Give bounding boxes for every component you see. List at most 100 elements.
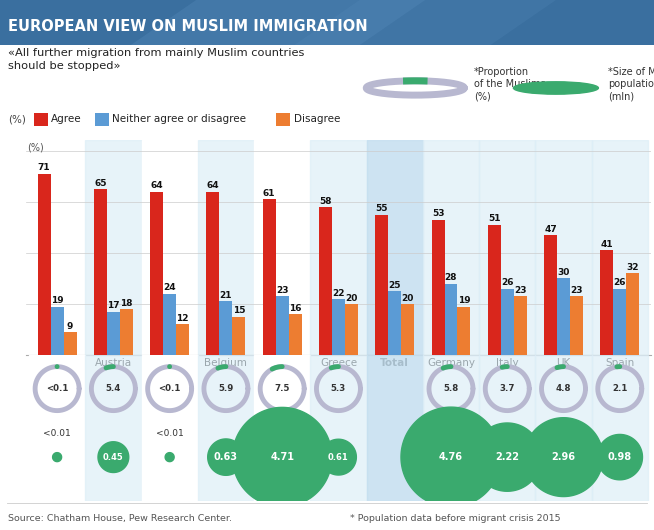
Text: 47: 47 [544,225,557,234]
Text: *Proportion
of the Muslims
(%): *Proportion of the Muslims (%) [474,67,546,102]
Text: 17: 17 [107,302,120,311]
Text: 25: 25 [388,281,401,290]
Text: 12: 12 [177,314,189,323]
Bar [107,312,120,355]
Text: (%): (%) [8,114,26,125]
Bar [163,294,176,355]
Text: 2.96: 2.96 [551,452,576,462]
Text: 5.9: 5.9 [218,384,233,393]
Bar [345,304,358,355]
Bar [627,273,639,355]
Text: 51: 51 [488,215,500,224]
Text: 0.98: 0.98 [608,452,632,462]
Text: 53: 53 [432,209,444,218]
Text: 28: 28 [445,273,457,282]
Bar [29,140,85,355]
Bar [141,140,198,355]
Bar [85,355,141,501]
Text: 26: 26 [613,278,626,287]
Bar [488,225,501,355]
Text: 3.7: 3.7 [500,384,515,393]
Bar [276,296,288,355]
Text: 19: 19 [51,296,63,305]
Text: 71: 71 [38,163,50,172]
Text: 5.3: 5.3 [331,384,346,393]
Text: 5.8: 5.8 [443,384,458,393]
Bar [95,113,109,126]
Bar [319,207,332,355]
Bar [332,299,345,355]
Text: 9: 9 [67,322,73,331]
Bar [544,235,557,355]
Bar [401,304,414,355]
Polygon shape [401,407,501,507]
Bar [263,199,276,355]
Text: <0.1: <0.1 [158,384,181,393]
Text: 4.76: 4.76 [439,452,463,462]
Text: 23: 23 [570,286,583,295]
Bar [536,355,592,501]
Text: 15: 15 [233,306,245,315]
Bar [367,140,423,355]
Polygon shape [165,453,174,462]
Bar [29,355,85,501]
Text: 64: 64 [207,181,219,190]
Text: 24: 24 [164,284,176,293]
Bar [557,278,570,355]
Text: <0.01: <0.01 [43,429,71,438]
Bar [613,289,627,355]
Polygon shape [294,0,556,45]
Text: 7.5: 7.5 [275,384,290,393]
Text: 64: 64 [150,181,163,190]
Text: EUROPEAN VIEW ON MUSLIM IMMIGRATION: EUROPEAN VIEW ON MUSLIM IMMIGRATION [8,19,368,33]
Text: 16: 16 [289,304,301,313]
Bar [220,302,232,355]
Bar [310,140,367,355]
Text: 18: 18 [120,299,133,308]
Bar [600,250,613,355]
Bar [34,113,48,126]
Bar [457,306,470,355]
Text: 2.1: 2.1 [612,384,627,393]
Text: «All further migration from mainly Muslim countries
should be stopped»: «All further migration from mainly Musli… [8,48,304,71]
Text: 55: 55 [375,204,388,213]
Polygon shape [232,408,332,507]
Text: Agree: Agree [51,114,82,125]
Bar [432,219,445,355]
Text: 58: 58 [319,197,332,206]
Text: 4.71: 4.71 [270,452,294,462]
Bar [423,355,479,501]
Bar [198,355,254,501]
Text: 41: 41 [600,240,613,249]
Bar [94,189,107,355]
Bar [232,317,245,355]
Text: 26: 26 [501,278,513,287]
Bar [288,314,301,355]
Text: 0.61: 0.61 [328,453,349,462]
Polygon shape [524,418,603,497]
Polygon shape [131,0,425,45]
Bar [592,140,648,355]
Text: 20: 20 [402,294,414,303]
Bar [254,140,310,355]
Text: <0.01: <0.01 [156,429,184,438]
Text: 5.4: 5.4 [106,384,121,393]
Text: 32: 32 [627,263,639,272]
Bar [150,191,163,355]
Text: 22: 22 [332,289,345,298]
Bar [367,355,423,501]
Text: <0.1: <0.1 [46,384,68,393]
Text: Source: Chatham House, Pew Research Center.: Source: Chatham House, Pew Research Cent… [8,514,232,523]
Text: 23: 23 [276,286,288,295]
Text: (%): (%) [27,143,44,153]
Text: 30: 30 [557,268,570,277]
Text: Neither agree or disagree: Neither agree or disagree [112,114,247,125]
Polygon shape [473,423,542,491]
Text: 21: 21 [220,291,232,300]
Bar [63,332,77,355]
Text: 4.8: 4.8 [556,384,571,393]
Bar [50,306,63,355]
Text: 61: 61 [263,189,275,198]
Text: 19: 19 [458,296,470,305]
Bar [198,140,254,355]
